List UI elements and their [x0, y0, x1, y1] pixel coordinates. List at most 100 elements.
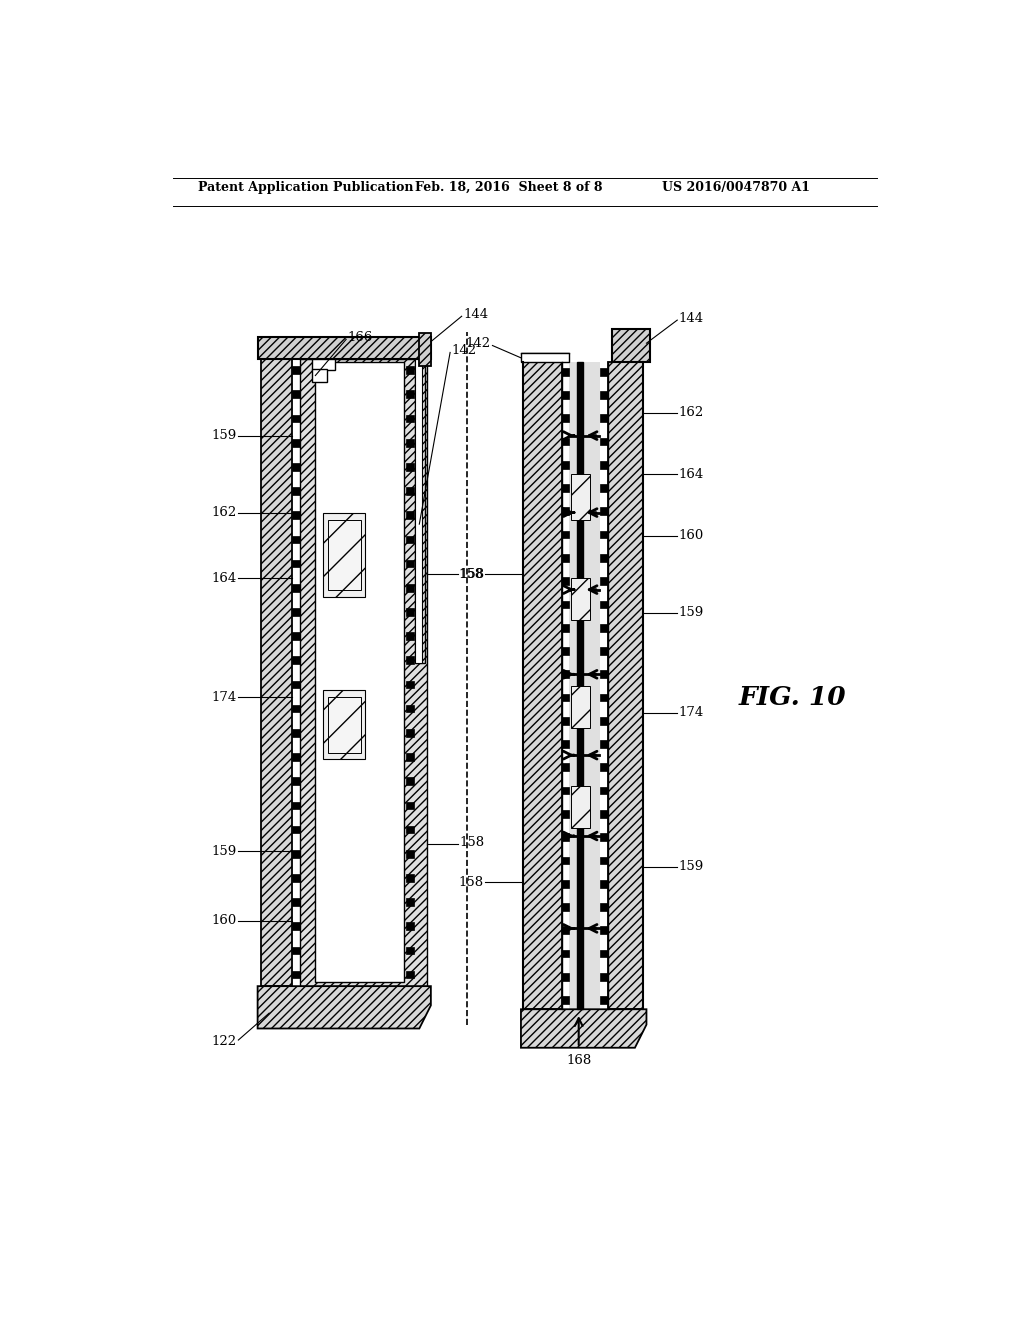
Bar — [569, 363, 578, 1010]
Bar — [407, 850, 414, 858]
Bar — [329, 697, 360, 752]
Bar — [600, 857, 608, 865]
Bar — [562, 438, 569, 445]
Text: 122: 122 — [212, 1035, 237, 1048]
Polygon shape — [521, 1010, 646, 1048]
Bar — [562, 693, 569, 701]
Bar — [292, 946, 300, 954]
Text: 162: 162 — [679, 407, 705, 418]
Text: 159: 159 — [679, 606, 705, 619]
Bar — [311, 370, 327, 381]
Bar — [292, 801, 300, 809]
Bar — [323, 512, 366, 598]
Bar — [600, 787, 608, 795]
Bar — [600, 391, 608, 399]
Bar — [600, 554, 608, 562]
Bar — [407, 511, 414, 519]
Bar — [292, 754, 300, 760]
Text: US 2016/0047870 A1: US 2016/0047870 A1 — [662, 181, 810, 194]
Bar — [562, 507, 569, 515]
Bar — [562, 810, 569, 817]
Text: 144: 144 — [463, 308, 488, 321]
Bar — [578, 363, 584, 1010]
Bar — [562, 554, 569, 562]
Text: 144: 144 — [679, 312, 703, 325]
Bar — [600, 671, 608, 678]
Bar — [311, 359, 335, 370]
Bar — [292, 970, 300, 978]
Bar — [407, 609, 414, 615]
Bar — [562, 531, 569, 539]
Bar — [292, 560, 300, 568]
Bar — [562, 741, 569, 748]
Bar — [562, 880, 569, 887]
Bar — [600, 997, 608, 1003]
Text: 174: 174 — [212, 690, 237, 704]
Bar — [407, 826, 414, 833]
Bar — [600, 577, 608, 585]
Bar — [407, 366, 414, 374]
Bar — [600, 624, 608, 631]
Bar — [600, 647, 608, 655]
Bar — [600, 833, 608, 841]
Bar — [407, 681, 414, 688]
Bar — [292, 826, 300, 833]
Bar — [600, 531, 608, 539]
Bar — [292, 850, 300, 858]
Bar — [600, 484, 608, 492]
Bar — [407, 438, 414, 446]
Bar — [521, 354, 569, 363]
Text: 142: 142 — [452, 345, 477, 358]
Text: 164: 164 — [679, 467, 705, 480]
Text: 162: 162 — [212, 506, 237, 519]
Bar — [562, 763, 569, 771]
Bar — [258, 337, 431, 359]
Bar — [600, 763, 608, 771]
Bar — [571, 474, 590, 520]
Bar — [600, 438, 608, 445]
Bar — [329, 520, 360, 590]
Bar — [600, 414, 608, 422]
Text: 174: 174 — [679, 706, 705, 719]
Text: 166: 166 — [348, 331, 373, 345]
Bar — [562, 857, 569, 865]
Bar — [407, 777, 414, 785]
Bar — [407, 414, 414, 422]
Bar — [562, 671, 569, 678]
Bar — [292, 414, 300, 422]
Bar — [600, 717, 608, 725]
Bar — [562, 391, 569, 399]
Bar — [292, 391, 300, 399]
Bar — [292, 536, 300, 544]
Polygon shape — [258, 986, 431, 1028]
Bar — [292, 729, 300, 737]
Bar — [562, 997, 569, 1003]
Bar — [407, 705, 414, 713]
Bar — [292, 438, 300, 446]
Bar — [416, 359, 425, 663]
Text: FIG. 10: FIG. 10 — [739, 685, 847, 710]
Bar — [562, 973, 569, 981]
Text: 158: 158 — [460, 836, 484, 849]
Text: 159: 159 — [212, 845, 237, 858]
Bar — [562, 949, 569, 957]
Bar — [407, 536, 414, 544]
Bar — [600, 461, 608, 469]
Bar — [292, 681, 300, 688]
Bar — [600, 973, 608, 981]
Bar — [562, 787, 569, 795]
Text: 158: 158 — [458, 875, 483, 888]
Text: Feb. 18, 2016  Sheet 8 of 8: Feb. 18, 2016 Sheet 8 of 8 — [416, 181, 603, 194]
Bar — [407, 391, 414, 399]
Bar — [562, 577, 569, 585]
Bar — [600, 368, 608, 376]
Bar — [407, 729, 414, 737]
Bar — [584, 363, 600, 1010]
Bar — [600, 507, 608, 515]
Bar — [600, 880, 608, 887]
Bar — [261, 359, 292, 986]
Bar — [292, 632, 300, 640]
Bar — [608, 363, 643, 1010]
Bar — [407, 656, 414, 664]
Bar — [523, 363, 562, 1010]
